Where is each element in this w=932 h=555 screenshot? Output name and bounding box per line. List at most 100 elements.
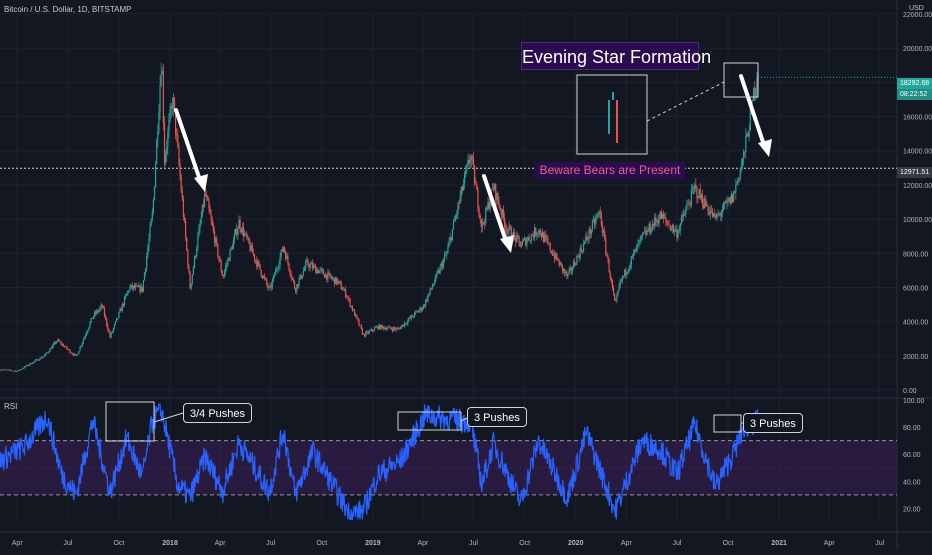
candle-body[interactable]: [729, 197, 731, 204]
candle-body[interactable]: [447, 246, 449, 253]
candle-body[interactable]: [59, 341, 61, 343]
candle-body[interactable]: [410, 315, 412, 319]
candle-body[interactable]: [42, 356, 44, 358]
candle-body[interactable]: [552, 254, 555, 256]
candle-body[interactable]: [149, 226, 151, 239]
candle-body[interactable]: [635, 249, 637, 252]
candle-body[interactable]: [2, 369, 4, 371]
candle-body[interactable]: [567, 273, 569, 277]
candle-body[interactable]: [501, 209, 504, 216]
candle-body[interactable]: [180, 176, 182, 192]
candle-body[interactable]: [614, 293, 616, 301]
candle-body[interactable]: [257, 261, 259, 267]
candle-body[interactable]: [737, 177, 739, 183]
candle-body[interactable]: [267, 284, 269, 288]
candle-body[interactable]: [212, 225, 215, 232]
candle-body[interactable]: [185, 221, 187, 238]
candle-body[interactable]: [39, 357, 41, 361]
candle-body[interactable]: [280, 249, 282, 257]
candle-body[interactable]: [311, 263, 313, 269]
candle-body[interactable]: [531, 234, 534, 236]
candle-body[interactable]: [111, 331, 113, 333]
candle-body[interactable]: [210, 214, 212, 220]
candle-body[interactable]: [400, 326, 402, 329]
candle-body[interactable]: [508, 225, 510, 231]
candle-body[interactable]: [449, 237, 451, 242]
candle-body[interactable]: [680, 216, 682, 225]
candle-body[interactable]: [133, 285, 136, 289]
candle-body[interactable]: [420, 307, 422, 311]
candle-body[interactable]: [9, 369, 11, 371]
candle-body[interactable]: [704, 198, 706, 208]
candle-body[interactable]: [455, 215, 457, 220]
candle-body[interactable]: [489, 201, 491, 209]
candle-body[interactable]: [685, 209, 687, 215]
candle-body[interactable]: [297, 284, 299, 287]
candle-body[interactable]: [235, 228, 237, 235]
rsi-axis[interactable]: 100.00 80.00 60.00 40.00 20.00: [903, 398, 925, 513]
candle-body[interactable]: [442, 259, 445, 268]
candle-body[interactable]: [221, 270, 223, 277]
candle-body[interactable]: [243, 233, 246, 237]
candle-body[interactable]: [359, 325, 361, 326]
candle-body[interactable]: [499, 207, 501, 210]
candle-body[interactable]: [200, 216, 202, 224]
candle-body[interactable]: [439, 266, 441, 273]
candle-body[interactable]: [519, 241, 521, 247]
candle-body[interactable]: [696, 186, 698, 198]
candle-body[interactable]: [288, 263, 290, 270]
candle-body[interactable]: [621, 276, 624, 281]
candle-body[interactable]: [749, 107, 751, 131]
candle-body[interactable]: [98, 309, 100, 312]
candle-body[interactable]: [541, 232, 544, 238]
candle-body[interactable]: [388, 326, 390, 328]
candle-body[interactable]: [745, 135, 747, 152]
candle-body[interactable]: [591, 221, 594, 231]
candle-body[interactable]: [309, 264, 311, 268]
candle-body[interactable]: [229, 249, 231, 261]
candle-body[interactable]: [56, 341, 58, 344]
candle-body[interactable]: [336, 277, 338, 284]
candle-body[interactable]: [132, 285, 134, 289]
candle-body[interactable]: [357, 317, 359, 321]
candle-body[interactable]: [177, 135, 179, 147]
candle-body[interactable]: [121, 304, 123, 311]
candle-body[interactable]: [471, 156, 473, 158]
candle-body[interactable]: [103, 308, 106, 316]
candle-body[interactable]: [632, 252, 635, 256]
candle-body[interactable]: [112, 328, 114, 332]
candle-body[interactable]: [754, 88, 756, 97]
candle-body[interactable]: [87, 330, 89, 333]
candle-body[interactable]: [606, 253, 608, 257]
candlestick-series[interactable]: [0, 62, 759, 372]
candle-body[interactable]: [17, 370, 19, 372]
candle-body[interactable]: [57, 339, 59, 342]
candle-body[interactable]: [528, 237, 530, 241]
candle-body[interactable]: [182, 199, 185, 218]
candle-body[interactable]: [31, 363, 33, 365]
candle-body[interactable]: [422, 305, 425, 309]
candle-body[interactable]: [340, 282, 342, 290]
candle-body[interactable]: [287, 255, 289, 264]
candle-body[interactable]: [405, 323, 407, 324]
candle-body[interactable]: [666, 220, 668, 223]
candle-body[interactable]: [430, 288, 432, 289]
candle-body[interactable]: [347, 297, 349, 299]
candle-body[interactable]: [272, 275, 275, 281]
candle-body[interactable]: [4, 369, 7, 371]
candle-body[interactable]: [547, 239, 549, 244]
candle-body[interactable]: [715, 213, 717, 219]
candle-body[interactable]: [47, 352, 49, 354]
candle-body[interactable]: [78, 351, 80, 354]
candle-body[interactable]: [555, 253, 557, 260]
candle-body[interactable]: [418, 310, 420, 313]
candle-body[interactable]: [534, 227, 536, 238]
candle-body[interactable]: [446, 252, 448, 255]
candle-body[interactable]: [151, 211, 153, 220]
candle-body[interactable]: [529, 240, 531, 241]
candle-body[interactable]: [225, 266, 227, 272]
candle-body[interactable]: [690, 190, 692, 205]
candle-body[interactable]: [84, 334, 87, 337]
candle-body[interactable]: [265, 278, 267, 280]
candle-body[interactable]: [391, 329, 393, 331]
